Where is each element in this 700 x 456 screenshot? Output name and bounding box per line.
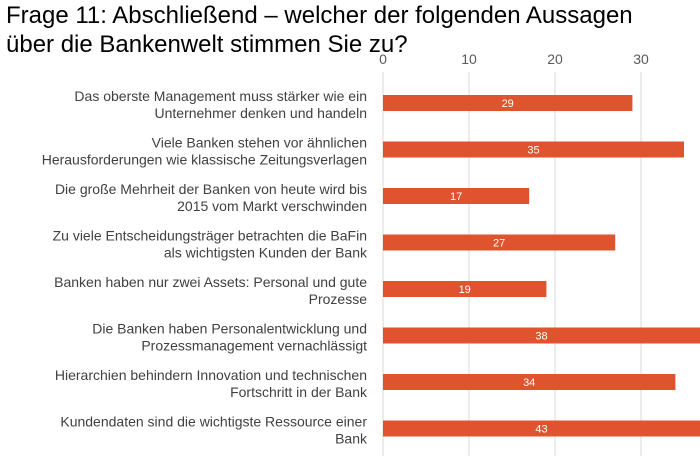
category-label-line: Kundendaten sind die wichtigste Ressourc… — [60, 414, 367, 430]
category-label-line: Hierarchien behindern Innovation und tec… — [55, 367, 367, 383]
data-label: 19 — [459, 284, 471, 296]
bars: 29 35 17 27 19 38 34 43 — [383, 95, 700, 437]
category-label-line: 2015 vom Markt verschwinden — [177, 198, 367, 214]
category-label-line: Prozessmanagement vernachlässigt — [141, 338, 367, 354]
data-label: 38 — [535, 331, 547, 343]
category-label-line: Bank — [335, 431, 368, 447]
gridlines — [382, 72, 642, 456]
category-label-line: Prozesse — [309, 291, 368, 307]
category-label: Kundendaten sind die wichtigste Ressourc… — [60, 414, 368, 447]
category-label: Hierarchien behindern Innovation und tec… — [55, 367, 368, 400]
bar — [383, 188, 530, 204]
category-label: Viele Banken stehen vor ähnlichen Herausf… — [42, 135, 367, 168]
data-label: 35 — [527, 145, 539, 157]
category-label: Die große Mehrheit der Banken von heute … — [55, 181, 367, 214]
category-label-line: Unternehmer denken und handeln — [155, 105, 368, 121]
category-label-line: Das oberste Management muss stärker wie … — [74, 88, 367, 104]
chart-title-line-1: Frage 11: Abschließend – welcher der fol… — [6, 2, 633, 29]
x-tick-label-10: 10 — [461, 51, 477, 67]
category-label-line: Herausforderungen wie klassische Zeitung… — [42, 152, 367, 168]
bar — [383, 234, 616, 251]
category-label-line: Zu viele Entscheidungsträger betrachten … — [53, 228, 367, 244]
category-label-line: Fortschritt in der Bank — [230, 384, 368, 400]
data-label: 27 — [493, 238, 505, 250]
chart-title: Frage 11: Abschließend – welcher der fol… — [6, 1, 696, 59]
x-tick-label-30: 30 — [633, 51, 649, 67]
x-tick-label-0: 0 — [379, 51, 387, 67]
bar — [383, 420, 700, 437]
category-labels: Das oberste Management muss stärker wie … — [42, 88, 368, 447]
chart-title-line-2: über die Bankenwelt stimmen Sie zu? — [6, 31, 408, 58]
bar — [383, 281, 547, 297]
bar — [383, 374, 676, 390]
category-label: Das oberste Management muss stärker wie … — [74, 88, 367, 121]
category-label-line: Die Banken haben Personalentwicklung und — [92, 321, 367, 337]
data-label: 17 — [450, 191, 462, 203]
category-label-line: Die große Mehrheit der Banken von heute … — [55, 181, 367, 197]
bar — [383, 327, 700, 344]
category-label: Zu viele Entscheidungsträger betrachten … — [53, 228, 368, 261]
data-label: 29 — [502, 98, 514, 110]
data-label: 43 — [535, 424, 547, 436]
x-tick-label-20: 20 — [547, 51, 563, 67]
category-label: Banken haben nur zwei Assets: Personal u… — [54, 274, 367, 307]
bar — [383, 141, 684, 158]
x-axis: 0 10 20 30 — [379, 51, 649, 67]
category-label-line: Viele Banken stehen vor ähnlichen — [152, 135, 367, 151]
category-label-line: als wichtigsten Kunden der Bank — [164, 245, 368, 261]
data-label: 34 — [523, 377, 535, 389]
bar — [383, 95, 633, 111]
category-label-line: Banken haben nur zwei Assets: Personal u… — [54, 274, 367, 290]
category-label: Die Banken haben Personalentwicklung und… — [92, 321, 367, 354]
